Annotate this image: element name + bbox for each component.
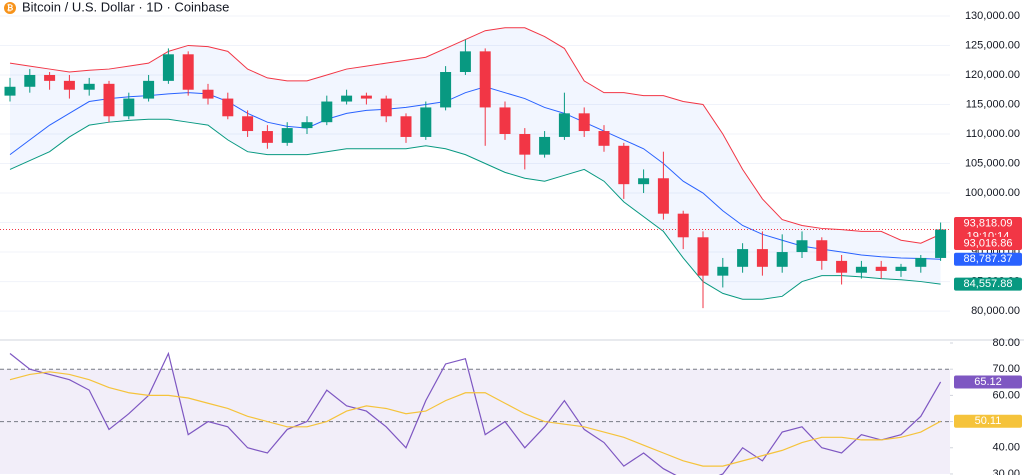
candle-body [459, 51, 471, 73]
y-tick-label: 120,000.00 [965, 69, 1020, 81]
candle-body [301, 122, 313, 129]
y-tick-label: 100,000.00 [965, 187, 1020, 199]
candle-body [558, 113, 570, 137]
candle-body [618, 145, 630, 185]
candle-body [143, 80, 155, 99]
candle-body [578, 113, 590, 132]
candle-body [519, 133, 531, 155]
price-label-box [954, 414, 1022, 428]
price-label-box [954, 375, 1022, 389]
bitcoin-symbol: ₿ [7, 4, 14, 13]
y-tick-label: 70.00 [992, 363, 1020, 375]
candle-body [440, 72, 452, 108]
candle-body [4, 86, 16, 96]
bollinger-line [9, 118, 941, 300]
candle-body [123, 98, 135, 117]
price-label-box [954, 217, 1022, 243]
rsi-line [9, 351, 942, 475]
candle-body [935, 229, 947, 258]
candle-body [103, 83, 115, 117]
y-tick-label: 105,000.00 [965, 157, 1020, 169]
price-label-box [954, 237, 1022, 251]
candle-body [182, 54, 194, 90]
candle-body [380, 98, 392, 117]
y-tick-label: 80,000.00 [971, 305, 1020, 317]
y-tick-label: 130,000.00 [965, 10, 1020, 22]
candle-body [162, 54, 174, 81]
candle-body [83, 83, 95, 90]
candle-body [697, 237, 709, 276]
candle-body [499, 107, 511, 134]
candle-body [222, 98, 234, 117]
price-label: 88,787.37 [964, 253, 1013, 265]
candle-body [855, 266, 867, 273]
candle-body [836, 260, 848, 273]
candle-body [261, 131, 273, 143]
candle-body [479, 51, 491, 108]
price-label: 50.11 [975, 415, 1002, 427]
price-label: 84,557.88 [964, 278, 1013, 290]
bitcoin-icon [4, 2, 16, 14]
candle-body [63, 80, 75, 90]
candle-body [360, 95, 372, 99]
candle-body [539, 136, 551, 155]
candle-body [657, 178, 669, 214]
y-tick-label: 110,000.00 [966, 128, 1020, 140]
price-label-box [954, 277, 1022, 291]
candle-body [400, 116, 412, 137]
candle-body [598, 131, 610, 146]
price-label: 93,818.09 [964, 217, 1013, 229]
candle-body [44, 74, 56, 81]
y-tick-label: 60.00 [992, 389, 1020, 401]
candle-body [638, 178, 650, 185]
candle-body [895, 266, 907, 271]
y-tick-label: 80.00 [992, 337, 1020, 349]
bollinger-line [9, 86, 941, 260]
band-fill [10, 27, 941, 300]
candle-body [341, 95, 353, 102]
price-label-box [954, 252, 1022, 266]
y-tick-label: 115,000.00 [966, 98, 1020, 110]
candle-body [816, 240, 828, 261]
bollinger-line [9, 27, 941, 244]
candle-body [776, 252, 788, 267]
candle-body [202, 89, 214, 99]
candle-body [677, 213, 689, 238]
candle-body [420, 107, 432, 137]
y-tick-label: 30.00 [992, 468, 1020, 475]
symbol-title[interactable]: Bitcoin / U.S. Dollar · 1D · Coinbase [22, 0, 229, 14]
rsi-line [9, 371, 941, 467]
candle-body [717, 266, 729, 276]
price-label: 93,016.86 [964, 237, 1013, 249]
price-label: 65.12 [974, 376, 1002, 388]
candle-body [915, 257, 927, 267]
y-tick-label: 125,000.00 [965, 39, 1020, 51]
candle-body [281, 128, 293, 143]
y-tick-label: 40.00 [992, 442, 1020, 454]
candle-body [321, 101, 333, 123]
candle-body [24, 74, 36, 87]
candle-body [796, 240, 808, 253]
candle-body [875, 266, 887, 271]
candle-body [242, 116, 254, 132]
candle-body [737, 249, 749, 267]
candle-body [756, 249, 768, 267]
